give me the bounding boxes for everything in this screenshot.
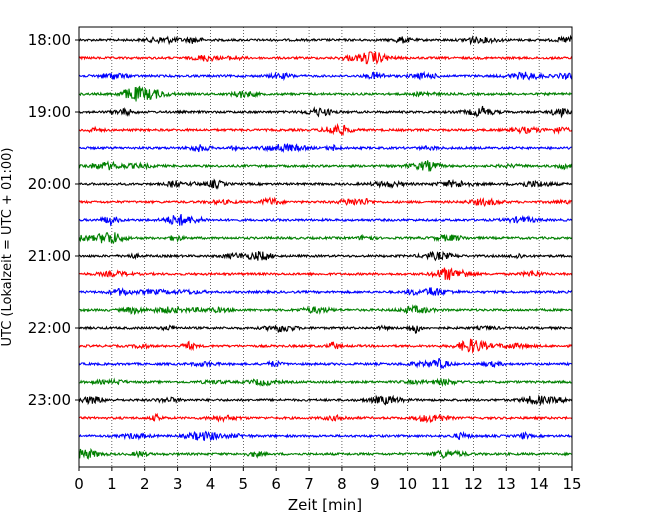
x-axis: 0 1 2 3 4 5 6 7 8 9 10 11 12 13 14 15 xyxy=(74,467,582,493)
y-axis-label: UTC (Lokalzeit = UTC + 01:00) xyxy=(0,148,15,347)
trace-line xyxy=(78,394,573,407)
x-axis-label: Zeit [min] xyxy=(288,496,362,514)
trace-line xyxy=(78,267,573,281)
trace-line xyxy=(78,287,573,297)
x-tick-label: 10 xyxy=(398,475,417,493)
y-tick-label: 20:00 xyxy=(28,175,71,193)
trace-line xyxy=(78,377,573,387)
trace-line xyxy=(78,250,573,262)
trace-line xyxy=(78,358,573,369)
trace-line xyxy=(78,70,573,82)
grid-lines xyxy=(111,27,540,467)
trace-group xyxy=(78,34,573,460)
x-tick-label: 5 xyxy=(239,475,249,493)
x-tick-label: 15 xyxy=(562,475,581,493)
x-tick-label: 0 xyxy=(74,475,84,493)
x-tick-label: 14 xyxy=(530,475,549,493)
trace-line xyxy=(78,160,573,172)
y-tick-label: 19:00 xyxy=(28,103,71,121)
trace-line xyxy=(78,412,573,424)
trace-line xyxy=(78,338,573,355)
x-tick-label: 8 xyxy=(337,475,347,493)
y-tick-label: 22:00 xyxy=(28,319,71,337)
trace-line xyxy=(78,105,573,119)
trace-line xyxy=(78,122,573,137)
plot-frame xyxy=(78,26,573,468)
x-tick-label: 1 xyxy=(107,475,117,493)
trace-line xyxy=(78,447,573,460)
trace-line xyxy=(78,324,573,334)
trace-line xyxy=(78,304,573,316)
y-tick-label: 23:00 xyxy=(28,391,71,409)
x-tick-label: 11 xyxy=(431,475,450,493)
trace-line xyxy=(78,196,573,208)
trace-line xyxy=(78,142,573,154)
trace-line xyxy=(78,430,573,442)
trace-line xyxy=(78,214,573,227)
x-tick-label: 2 xyxy=(140,475,150,493)
x-tick-label: 13 xyxy=(497,475,516,493)
y-tick-label: 18:00 xyxy=(28,31,71,49)
y-axis: 18:00 19:00 20:00 21:00 22:00 23:00 xyxy=(28,31,79,409)
x-tick-label: 12 xyxy=(464,475,483,493)
x-tick-label: 6 xyxy=(271,475,281,493)
x-tick-label: 3 xyxy=(173,475,183,493)
y-tick-label: 21:00 xyxy=(28,247,71,265)
trace-line xyxy=(78,85,573,102)
trace-line xyxy=(78,34,573,46)
x-tick-label: 4 xyxy=(206,475,216,493)
x-tick-label: 7 xyxy=(304,475,314,493)
trace-line xyxy=(78,51,573,65)
trace-line xyxy=(78,178,573,190)
trace-line xyxy=(78,231,573,245)
x-tick-label: 9 xyxy=(370,475,380,493)
